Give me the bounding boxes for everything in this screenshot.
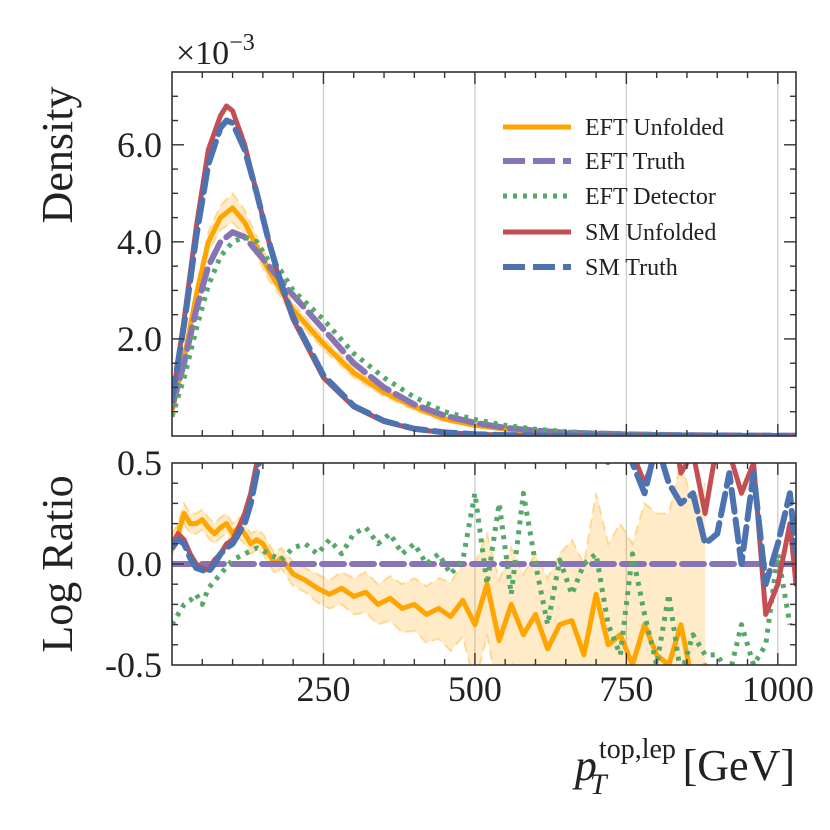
legend-entry-sm-truth: SM Truth (503, 255, 678, 281)
bottom-ticks (172, 463, 796, 665)
scale-factor-label: ×10−3 (176, 30, 255, 72)
x-axis-label: ptop,lep T [GeV] (572, 734, 795, 801)
xtick-label-750: 750 (599, 669, 653, 709)
legend-entry-eft-unfolded: EFT Unfolded (503, 115, 724, 141)
bottom-ytick-label-0.0: 0.0 (117, 544, 162, 584)
xtick-label-1000: 1000 (742, 669, 814, 709)
top-ticks (172, 72, 796, 436)
xtick-label-500: 500 (448, 669, 502, 709)
y-axis-label-density: Density (33, 87, 82, 224)
density-panel: 2.0 4.0 6.0 Density ×10−3 EFT Unfolded EFT… (33, 30, 797, 437)
legend: EFT Unfolded EFT Truth EFT Detector SM U… (503, 115, 724, 281)
top-series (172, 103, 796, 436)
top-ytick-label-4.0: 4.0 (117, 222, 162, 262)
legend-label-eft-unfolded: EFT Unfolded (585, 115, 724, 141)
bottom-ytick-label-0.5: 0.5 (117, 443, 162, 483)
bottom-series-sm-truth (172, 463, 796, 588)
top-tick-labels: 2.0 4.0 6.0 (117, 125, 162, 359)
legend-label-sm-truth: SM Truth (585, 255, 678, 281)
xtick-label-250: 250 (296, 669, 350, 709)
legend-label-eft-truth: EFT Truth (585, 149, 685, 175)
top-series-eft-truth (172, 229, 796, 436)
y-axis-label-log-ratio: Log Ratio (33, 475, 82, 652)
legend-label-eft-detector: EFT Detector (585, 184, 716, 210)
bottom-series-eft-unfolded (172, 511, 708, 665)
bottom-ytick-label--0.5: -0.5 (105, 645, 162, 685)
ratio-panel: -0.5 0.0 0.5 250 500 750 1000 Log Ratio ptop,l… (33, 443, 814, 801)
top-axes-frame (171, 71, 797, 437)
bottom-band-edge-up-eft-unfolded (172, 463, 706, 588)
bottom-band-eft-unfolded (172, 463, 706, 665)
top-ytick-label-2.0: 2.0 (117, 319, 162, 359)
legend-entry-sm-unfolded: SM Unfolded (503, 220, 716, 246)
bottom-series (172, 463, 796, 665)
top-ytick-label-6.0: 6.0 (117, 125, 162, 165)
top-band-edge-dn-eft-unfolded (172, 221, 796, 436)
bottom-series-sm-unfolded (172, 463, 796, 617)
bottom-tick-labels: -0.5 0.0 0.5 250 500 750 1000 (105, 443, 814, 709)
legend-label-sm-unfolded: SM Unfolded (585, 220, 716, 246)
legend-entry-eft-detector: EFT Detector (503, 184, 716, 210)
legend-entry-eft-truth: EFT Truth (503, 149, 685, 175)
top-series-sm-truth (172, 117, 796, 436)
